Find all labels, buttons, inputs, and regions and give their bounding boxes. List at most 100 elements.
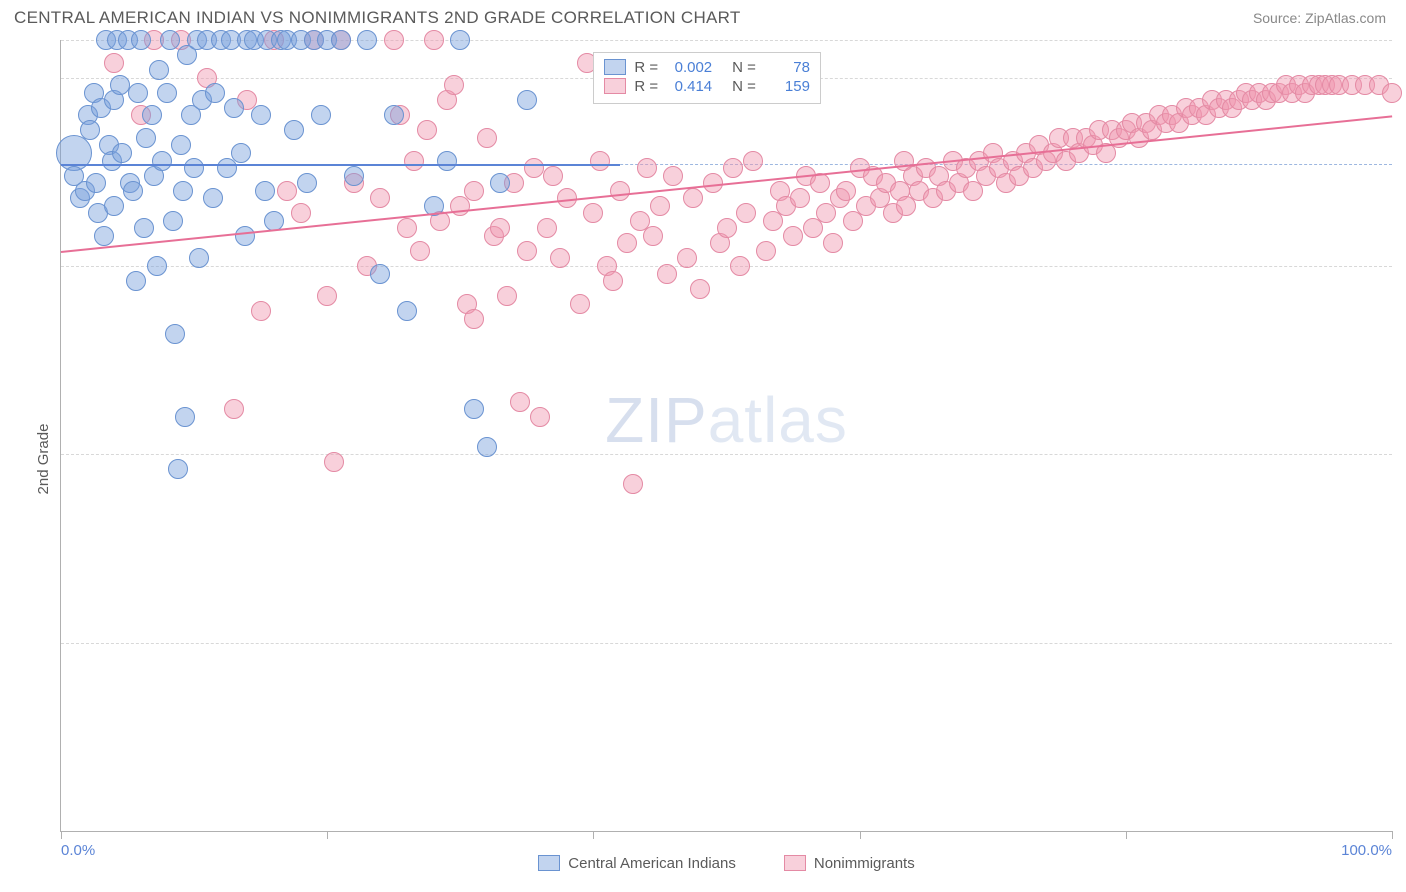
y-tick-label: 90.0% [1398, 446, 1406, 463]
data-point [173, 181, 193, 201]
data-point [110, 75, 130, 95]
data-point [756, 241, 776, 261]
data-point [163, 211, 183, 231]
data-point [464, 181, 484, 201]
data-point [657, 264, 677, 284]
data-point [424, 30, 444, 50]
legend-swatch [604, 78, 626, 94]
data-point [736, 203, 756, 223]
chart-container: 2nd Grade ZIPatlas 85.0%90.0%95.0%100.0%… [14, 40, 1392, 878]
data-point [224, 399, 244, 419]
data-point [134, 218, 154, 238]
data-point [277, 181, 297, 201]
data-point [590, 151, 610, 171]
data-point [384, 30, 404, 50]
data-point [477, 128, 497, 148]
data-point [464, 399, 484, 419]
data-point [517, 90, 537, 110]
data-point [131, 30, 151, 50]
data-point [417, 120, 437, 140]
data-point [550, 248, 570, 268]
data-point [317, 286, 337, 306]
data-point [1382, 83, 1402, 103]
data-point [730, 256, 750, 276]
x-tick [1392, 831, 1393, 839]
legend-n-value: 159 [764, 78, 810, 95]
data-point [126, 271, 146, 291]
data-point [152, 151, 172, 171]
data-point [823, 233, 843, 253]
y-tick-label: 95.0% [1398, 258, 1406, 275]
legend-swatch [538, 855, 560, 871]
data-point [370, 188, 390, 208]
legend-item: Central American Indians [538, 855, 736, 872]
stats-legend-row: R = 0.002 N = 78 [604, 59, 810, 76]
data-point [291, 203, 311, 223]
data-point [149, 60, 169, 80]
data-point [147, 256, 167, 276]
data-point [251, 105, 271, 125]
data-point [683, 188, 703, 208]
data-point [450, 30, 470, 50]
x-tick [860, 831, 861, 839]
data-point [104, 196, 124, 216]
legend-r-value: 0.002 [666, 59, 712, 76]
data-point [255, 181, 275, 201]
legend-n-label: N = [732, 59, 756, 76]
legend-n-value: 78 [764, 59, 810, 76]
data-point [603, 271, 623, 291]
legend-n-label: N = [732, 78, 756, 95]
source-link[interactable]: ZipAtlas.com [1305, 10, 1386, 26]
data-point [397, 218, 417, 238]
data-point [171, 135, 191, 155]
data-point [224, 98, 244, 118]
legend-r-label: R = [634, 59, 658, 76]
gridline-h [61, 266, 1392, 267]
legend-item: Nonimmigrants [784, 855, 915, 872]
data-point [142, 105, 162, 125]
gridline-h [61, 454, 1392, 455]
y-tick-label: 100.0% [1398, 69, 1406, 86]
data-point [86, 173, 106, 193]
stats-legend: R =0.002N =78R =0.414N =159 [593, 52, 821, 104]
data-point [490, 173, 510, 193]
data-point [677, 248, 697, 268]
data-point [477, 437, 497, 457]
data-point [184, 158, 204, 178]
data-point [189, 248, 209, 268]
data-point [157, 83, 177, 103]
gridline-h [61, 643, 1392, 644]
data-point [530, 407, 550, 427]
data-point [743, 151, 763, 171]
data-point [128, 83, 148, 103]
y-tick-label: 85.0% [1398, 634, 1406, 651]
data-point [397, 301, 417, 321]
plot-area: ZIPatlas 85.0%90.0%95.0%100.0%0.0%100.0%… [60, 40, 1392, 832]
data-point [205, 83, 225, 103]
data-point [524, 158, 544, 178]
data-point [723, 158, 743, 178]
x-tick [61, 831, 62, 839]
data-point [464, 309, 484, 329]
data-point [836, 181, 856, 201]
data-point [324, 452, 344, 472]
data-point [203, 188, 223, 208]
data-point [251, 301, 271, 321]
data-point [570, 294, 590, 314]
data-point [717, 218, 737, 238]
data-point [165, 324, 185, 344]
data-point [490, 218, 510, 238]
data-point [510, 392, 530, 412]
data-point [650, 196, 670, 216]
series-legend: Central American Indians Nonimmigrants [61, 855, 1392, 876]
data-point [357, 30, 377, 50]
data-point [175, 407, 195, 427]
data-point [444, 75, 464, 95]
data-point [783, 226, 803, 246]
stats-legend-row: R =0.414N =159 [604, 78, 810, 95]
data-point [331, 30, 351, 50]
data-point [80, 120, 100, 140]
data-point [344, 166, 364, 186]
data-point [104, 53, 124, 73]
data-point [160, 30, 180, 50]
